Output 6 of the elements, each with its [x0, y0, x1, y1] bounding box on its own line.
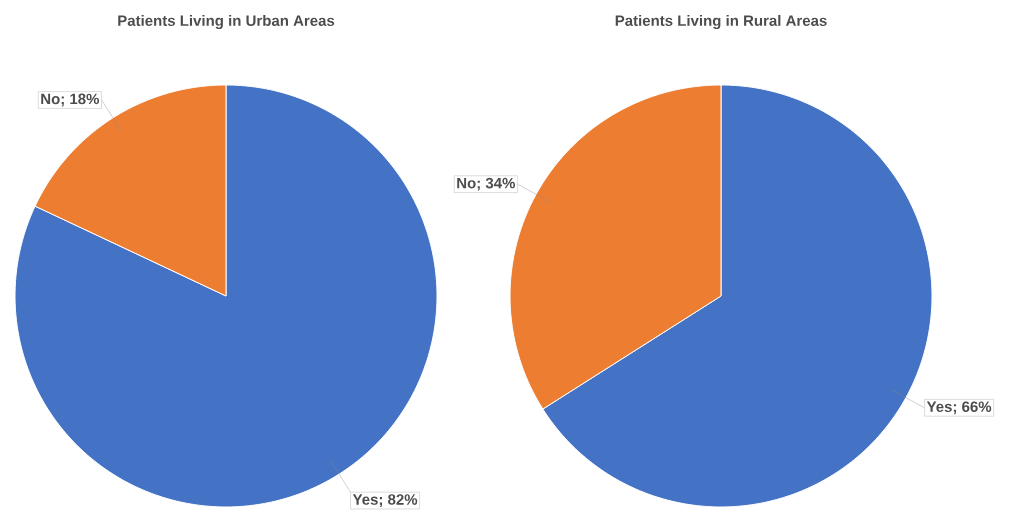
data-label: No; 18% [41, 93, 100, 107]
data-label: Yes; 66% [926, 401, 992, 415]
data-label: No; 34% [457, 177, 516, 191]
data-label: Yes; 82% [352, 494, 418, 507]
chart-title: Patients Living in Rural Areas [615, 14, 827, 30]
chart-title: Patients Living in Urban Areas [118, 14, 335, 30]
